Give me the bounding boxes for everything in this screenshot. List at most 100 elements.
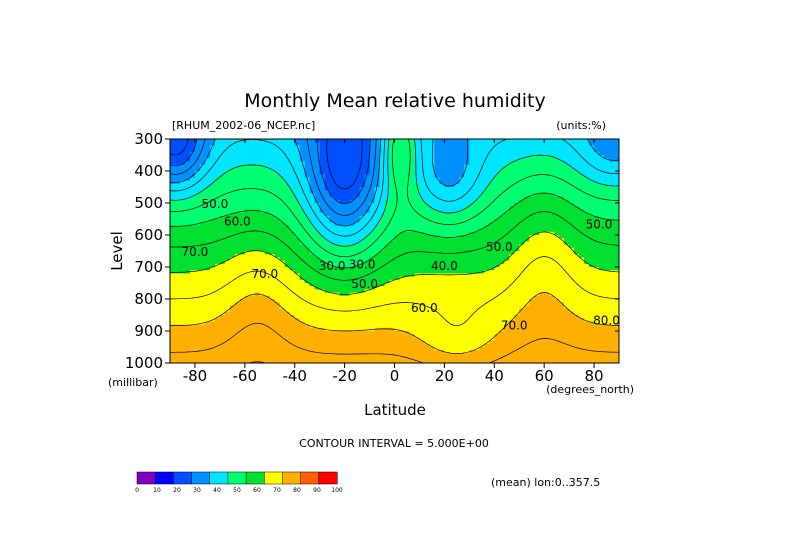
field-cell	[259, 190, 266, 194]
field-cell	[519, 331, 525, 335]
field-cell	[294, 263, 301, 268]
field-cell	[359, 305, 366, 310]
field-cell	[439, 225, 445, 230]
field-cell	[194, 299, 201, 303]
field-cell	[369, 167, 376, 172]
field-cell	[219, 286, 226, 290]
field-cell	[319, 193, 326, 198]
field-cell	[339, 219, 346, 223]
field-cell	[174, 356, 181, 361]
field-cell	[469, 334, 475, 338]
field-cell	[269, 305, 276, 310]
field-cell	[279, 283, 286, 287]
field-cell	[174, 286, 181, 290]
field-cell	[469, 295, 475, 300]
field-cell	[289, 289, 296, 294]
field-cell	[249, 180, 256, 185]
field-cell	[509, 177, 515, 182]
field-cell	[179, 311, 186, 316]
field-cell	[379, 292, 386, 297]
field-cell	[454, 155, 460, 159]
field-cell	[429, 334, 436, 338]
field-cell	[479, 215, 485, 220]
field-cell	[444, 305, 450, 310]
field-cell	[314, 337, 321, 342]
field-cell	[419, 251, 426, 255]
field-cell	[224, 219, 231, 223]
field-cell	[434, 244, 440, 249]
field-cell	[249, 305, 256, 310]
field-cell	[494, 161, 500, 166]
field-cell	[274, 324, 281, 329]
field-cell	[209, 321, 216, 326]
field-cell	[464, 196, 470, 201]
field-cell	[359, 324, 366, 329]
field-cell	[434, 187, 440, 191]
field-cell	[309, 263, 316, 268]
field-cell	[479, 263, 485, 268]
field-cell	[324, 228, 331, 233]
field-cell	[259, 289, 266, 294]
field-cell	[264, 318, 271, 322]
field-cell	[374, 187, 381, 191]
field-cell	[274, 244, 281, 249]
field-cell	[179, 177, 186, 182]
field-cell	[504, 161, 510, 166]
field-cell	[394, 206, 401, 210]
field-cell	[394, 247, 401, 252]
field-cell	[434, 196, 440, 201]
field-cell	[404, 270, 411, 274]
field-cell	[229, 167, 236, 172]
field-cell	[439, 228, 445, 233]
field-cell	[170, 177, 176, 182]
field-cell	[449, 228, 455, 233]
field-cell	[259, 167, 266, 172]
field-cell	[434, 321, 440, 326]
field-cell	[429, 193, 436, 198]
field-cell	[379, 302, 386, 306]
field-cell	[324, 273, 331, 278]
field-cell	[324, 299, 331, 303]
field-cell	[429, 359, 436, 363]
field-cell	[209, 327, 216, 332]
field-cell	[464, 142, 470, 146]
field-cell	[294, 331, 301, 335]
field-cell	[359, 151, 366, 156]
field-cell	[524, 142, 530, 146]
field-cell	[309, 283, 316, 287]
field-cell	[459, 334, 465, 338]
field-cell	[509, 283, 515, 287]
field-cell	[429, 267, 436, 271]
field-cell	[209, 356, 216, 361]
field-cell	[459, 279, 465, 284]
field-cell	[264, 308, 271, 313]
field-cell	[384, 308, 391, 313]
field-cell	[379, 311, 386, 316]
field-cell	[170, 247, 176, 252]
field-cell	[269, 215, 276, 220]
field-cell	[274, 203, 281, 207]
field-cell	[339, 347, 346, 351]
field-cell	[234, 215, 241, 220]
field-cell	[284, 187, 291, 191]
field-cell	[469, 359, 475, 363]
field-cell	[194, 164, 201, 169]
field-cell	[489, 356, 495, 361]
field-cell	[314, 305, 321, 310]
field-cell	[269, 139, 276, 143]
field-cell	[189, 315, 196, 319]
field-cell	[399, 295, 406, 300]
field-cell	[359, 225, 366, 230]
field-cell	[204, 350, 211, 354]
field-cell	[234, 171, 241, 175]
field-cell	[234, 235, 241, 239]
field-cell	[409, 302, 416, 306]
field-cell	[439, 148, 445, 153]
field-cell	[444, 279, 450, 284]
field-cell	[249, 279, 256, 284]
field-cell	[349, 289, 356, 294]
field-cell	[489, 142, 495, 146]
field-cell	[249, 340, 256, 345]
field-cell	[504, 180, 510, 185]
